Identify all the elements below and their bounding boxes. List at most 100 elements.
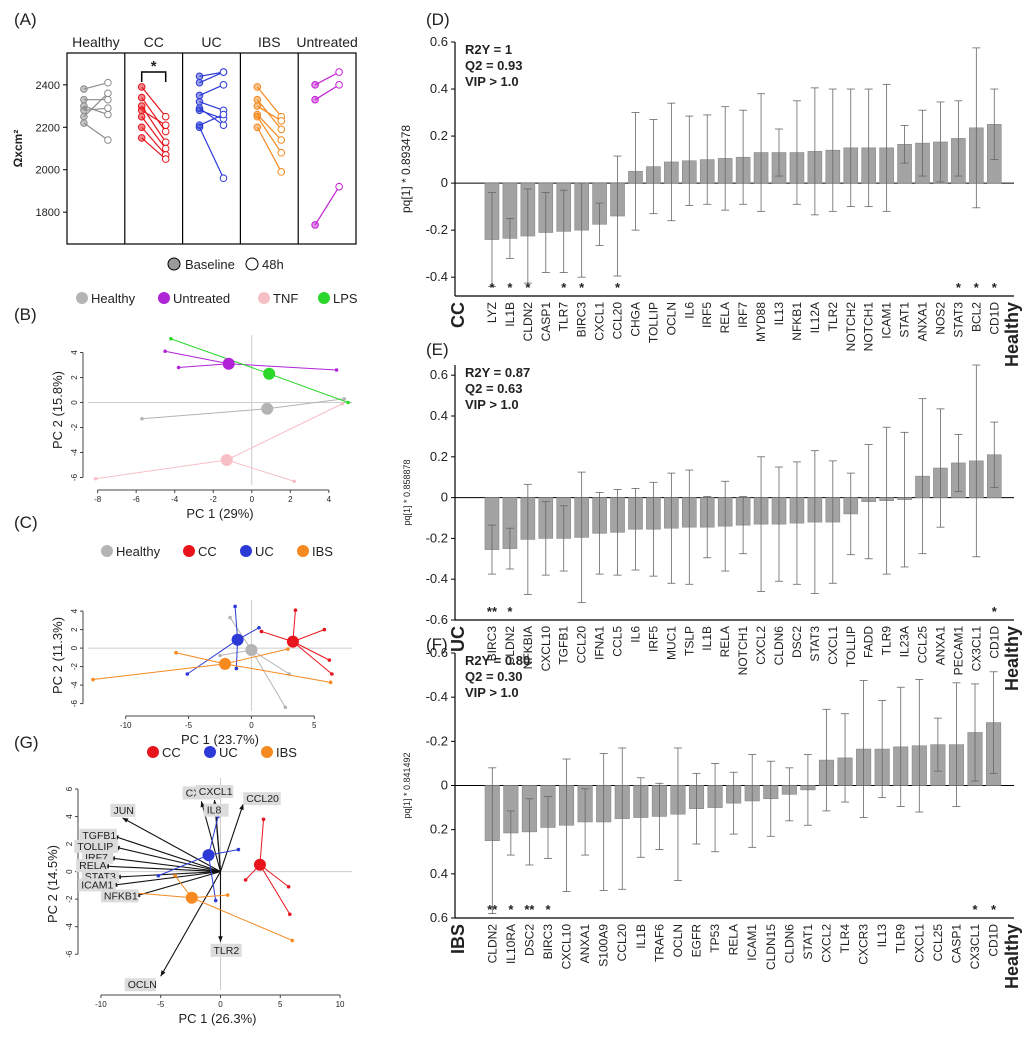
x-tick-label: 0 [249, 721, 254, 730]
pair-line [199, 101, 224, 111]
sample-point [293, 608, 298, 612]
category-label: CXCL10 [560, 924, 574, 970]
legend-label: IBS [276, 745, 297, 760]
spoke-line [226, 403, 343, 461]
y-tick-label: 4 [65, 814, 74, 819]
category-label: NOTCH2 [844, 302, 858, 352]
model-stat: Q2 = 0.93 [465, 58, 522, 73]
chart-d: -0.4 -0.2 0 0.2 0.4 0.6 pq[1] * 0.893478 R2Y = … [399, 34, 1022, 367]
category-label: STAT3 [951, 302, 965, 338]
h48-point [219, 68, 228, 76]
sample-point [261, 817, 266, 822]
loading-label-bg [100, 889, 139, 903]
category-label: EGFR [690, 924, 704, 958]
y-tick-label: 2 [65, 841, 74, 846]
legend-marker [204, 746, 216, 758]
legend-label: Healthy [91, 291, 136, 306]
loading-label: TLR2 [213, 945, 239, 957]
y-tick-label: 0.6 [430, 910, 448, 925]
category-label: TLR2 [826, 302, 840, 332]
h48-point [277, 168, 286, 176]
h48-point [104, 95, 112, 104]
baseline-point [253, 95, 262, 104]
category-label: RELA [718, 302, 732, 333]
category-label: CHGA [628, 302, 642, 337]
category-label: CLDN15 [764, 924, 778, 970]
sample-point [163, 349, 167, 354]
model-stat: VIP > 1.0 [465, 74, 519, 89]
significance-star: ** [487, 902, 498, 917]
significance-star: * [508, 902, 514, 917]
pair-line [256, 126, 282, 173]
significance-star: * [507, 280, 513, 295]
chart-b: Healthy Untreated TNF LPS -6 -4 -2 0 2 4 -8 -6 -4 -2 0… [50, 291, 358, 521]
pair-line [141, 97, 167, 132]
spoke-line [226, 459, 295, 482]
y-tick-label: 0.4 [430, 866, 448, 881]
chart-f: -0.6 -0.4 -0.2 0 0.2 0.4 0.6 pq[1] * 0.841492 R2… [402, 645, 1022, 989]
h48-point [219, 110, 228, 119]
pair-line [83, 92, 109, 118]
legend-marker [183, 545, 195, 557]
h48-point [335, 68, 343, 76]
y-tick-label: -4 [65, 923, 74, 931]
loading-label-bg [203, 803, 229, 817]
group-centroid [202, 849, 215, 862]
group-label-right: Healthy [1002, 302, 1022, 367]
model-stat: Q2 = 0.63 [465, 381, 522, 396]
category-label: S100A9 [597, 924, 611, 967]
group-label-left: UC [448, 626, 468, 652]
panel-label-e: (E) [426, 340, 449, 359]
group-label: UC [201, 34, 221, 50]
y-tick-label: 2 [70, 627, 79, 632]
model-stat: R2Y = 0.87 [465, 365, 530, 380]
category-label: MYD88 [754, 302, 768, 342]
spoke-line [141, 408, 268, 420]
significance-star: * [992, 604, 998, 619]
y-axis-label: Ωxcm² [11, 130, 25, 168]
y-tick-label: -0.6 [426, 612, 448, 627]
category-label: TRAF6 [652, 924, 666, 962]
spoke-line [228, 363, 337, 371]
x-tick-label: -4 [171, 495, 179, 504]
category-label: CLDN6 [772, 626, 786, 666]
category-label: IL6 [682, 302, 696, 319]
spoke-line [267, 398, 345, 410]
legend-48h-marker [245, 257, 259, 271]
spoke-line [95, 459, 227, 480]
spoke-line [208, 855, 217, 901]
y-tick-label: 4 [70, 608, 79, 613]
loading-label: CCL20 [246, 793, 279, 805]
x-tick-label: -10 [120, 721, 132, 730]
category-label: NFKBIA [521, 626, 535, 669]
group-centroid [185, 891, 198, 904]
panel-label-a: (A) [14, 10, 37, 29]
category-label: ANXA1 [933, 626, 947, 666]
pair-line [199, 113, 224, 126]
spoke-line [191, 897, 293, 941]
category-label: RELA [727, 924, 741, 955]
y-tick-label: -2 [70, 662, 79, 670]
spoke-line [208, 816, 219, 856]
category-label: IL13 [772, 302, 786, 326]
loading-arrowhead [239, 804, 244, 811]
legend-label: LPS [333, 291, 358, 306]
y-tick-label: 0 [441, 490, 448, 505]
baseline-point [253, 123, 262, 132]
sample-point [176, 365, 181, 370]
legend-marker [147, 746, 159, 758]
loading-label: TGFB1 [82, 830, 116, 842]
sample-point [257, 625, 261, 630]
loading-label-bg [79, 828, 117, 842]
y-tick-label: 0 [70, 645, 79, 650]
spoke-line [178, 363, 229, 368]
y-tick-label: 0 [65, 869, 74, 874]
loading-label-bg [74, 839, 119, 853]
significance-star: * [974, 280, 980, 295]
category-label: CCL20 [615, 924, 629, 962]
baseline-point [195, 78, 204, 87]
loading-arrow [109, 857, 221, 873]
chart-a: 1800 2000 2200 2400 Ωxcm² Healthy CC UC IBS Untre… [11, 34, 358, 272]
panel-label-c: (C) [14, 513, 38, 532]
group-label-right: Healthy [1002, 924, 1022, 989]
